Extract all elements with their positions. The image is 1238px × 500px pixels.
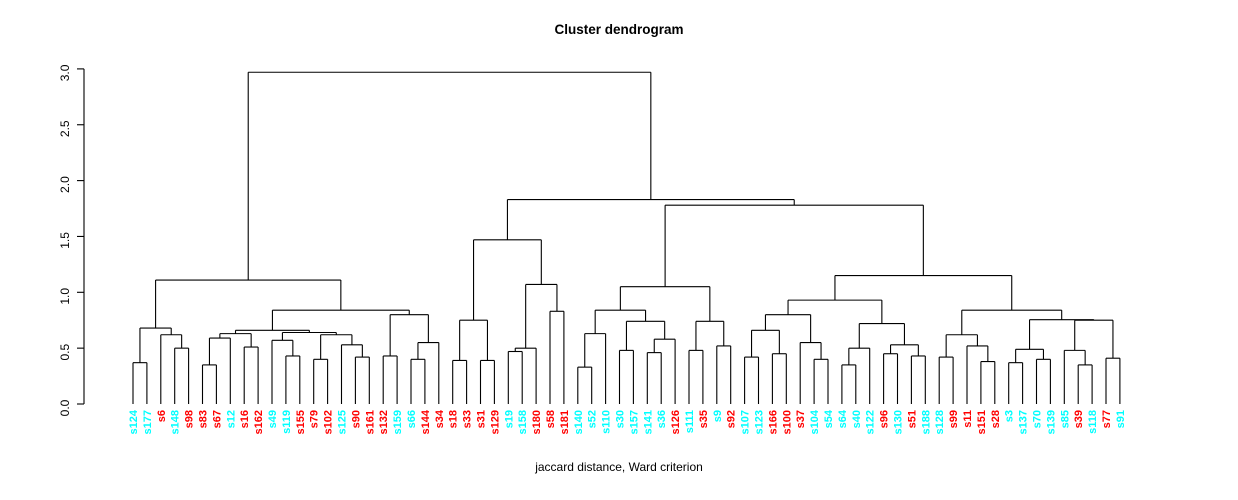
leaf-label-s102: s102 bbox=[323, 410, 335, 434]
y-tick-label: 0.5 bbox=[58, 343, 72, 360]
leaf-label-s79: s79 bbox=[309, 410, 321, 428]
leaf-label-s33: s33 bbox=[462, 410, 474, 428]
leaf-label-s40: s40 bbox=[851, 410, 863, 428]
leaf-label-s181: s181 bbox=[559, 410, 571, 434]
leaf-label-s90: s90 bbox=[350, 410, 362, 428]
leaf-label-s130: s130 bbox=[893, 410, 905, 434]
leaf-label-s39: s39 bbox=[1073, 410, 1085, 428]
x-axis-caption: jaccard distance, Ward criterion bbox=[535, 460, 703, 474]
leaf-label-s122: s122 bbox=[865, 410, 877, 434]
leaf-label-s30: s30 bbox=[615, 410, 627, 428]
leaf-label-s35: s35 bbox=[698, 410, 710, 428]
leaf-label-s159: s159 bbox=[392, 410, 404, 434]
leaf-label-s118: s118 bbox=[1087, 410, 1099, 434]
leaf-label-s141: s141 bbox=[642, 410, 654, 434]
leaf-label-s140: s140 bbox=[573, 410, 585, 434]
leaf-label-s98: s98 bbox=[184, 410, 196, 428]
leaf-label-s66: s66 bbox=[406, 410, 418, 428]
leaf-label-s49: s49 bbox=[267, 410, 279, 428]
leaf-label-s132: s132 bbox=[378, 410, 390, 434]
leaf-label-s64: s64 bbox=[837, 409, 849, 428]
leaf-label-s177: s177 bbox=[142, 410, 154, 434]
chart-title: Cluster dendrogram bbox=[554, 22, 684, 37]
leaf-label-s85: s85 bbox=[1059, 410, 1071, 428]
leaf-label-s18: s18 bbox=[448, 410, 460, 428]
leaf-label-s28: s28 bbox=[990, 410, 1002, 428]
y-tick-label: 1.5 bbox=[58, 232, 72, 249]
leaf-label-s54: s54 bbox=[823, 409, 835, 428]
y-tick-label: 3.0 bbox=[58, 64, 72, 81]
y-tick-label: 0.0 bbox=[58, 399, 72, 416]
leaf-label-s6: s6 bbox=[156, 410, 168, 422]
leaf-label-s37: s37 bbox=[795, 410, 807, 428]
leaf-label-s162: s162 bbox=[253, 410, 265, 434]
leaf-label-s91: s91 bbox=[1115, 410, 1127, 428]
leaf-label-s107: s107 bbox=[740, 410, 752, 434]
leaf-label-s123: s123 bbox=[754, 410, 766, 434]
leaf-label-s92: s92 bbox=[726, 410, 738, 428]
leaf-label-s83: s83 bbox=[198, 410, 210, 428]
leaf-label-s111: s111 bbox=[684, 410, 696, 433]
leaf-label-s126: s126 bbox=[670, 410, 682, 434]
leaf-label-s144: s144 bbox=[420, 409, 432, 434]
leaf-label-s148: s148 bbox=[170, 410, 182, 434]
leaf-label-s124: s124 bbox=[128, 409, 140, 434]
leaf-label-s125: s125 bbox=[337, 410, 349, 434]
leaf-label-s157: s157 bbox=[628, 410, 640, 434]
y-tick-label: 2.5 bbox=[58, 120, 72, 137]
leaf-label-s36: s36 bbox=[656, 410, 668, 428]
leaf-label-s166: s166 bbox=[767, 410, 779, 434]
leaf-label-s3: s3 bbox=[1004, 410, 1016, 422]
y-tick-label: 2.0 bbox=[58, 176, 72, 193]
leaf-label-s129: s129 bbox=[489, 410, 501, 434]
leaf-label-s99: s99 bbox=[948, 410, 960, 428]
y-tick-label: 1.0 bbox=[58, 288, 72, 305]
leaf-label-s188: s188 bbox=[920, 410, 932, 434]
leaf-label-s70: s70 bbox=[1032, 410, 1044, 428]
leaf-label-s9: s9 bbox=[712, 410, 724, 422]
leaf-label-s16: s16 bbox=[239, 410, 251, 428]
leaf-label-s100: s100 bbox=[781, 410, 793, 434]
leaf-label-s12: s12 bbox=[225, 410, 237, 428]
leaf-label-s31: s31 bbox=[476, 410, 488, 428]
leaf-label-s52: s52 bbox=[587, 410, 599, 428]
leaf-label-s155: s155 bbox=[295, 410, 307, 434]
leaf-label-s34: s34 bbox=[434, 409, 446, 428]
leaf-label-s67: s67 bbox=[211, 410, 223, 428]
leaf-label-s161: s161 bbox=[364, 410, 376, 434]
leaf-label-s110: s110 bbox=[601, 410, 613, 434]
leaf-label-s151: s151 bbox=[976, 410, 988, 434]
leaf-label-s128: s128 bbox=[934, 410, 946, 434]
leaf-label-s96: s96 bbox=[879, 410, 891, 428]
leaf-label-s137: s137 bbox=[1018, 410, 1030, 434]
leaf-label-s158: s158 bbox=[517, 410, 529, 434]
leaf-label-s11: s11 bbox=[962, 410, 974, 428]
leaf-label-s119: s119 bbox=[281, 410, 293, 434]
leaf-label-s77: s77 bbox=[1101, 410, 1113, 428]
leaf-label-s104: s104 bbox=[809, 409, 821, 434]
leaf-label-s58: s58 bbox=[545, 410, 557, 428]
leaf-label-s139: s139 bbox=[1045, 410, 1057, 434]
leaf-label-s19: s19 bbox=[503, 410, 515, 428]
leaf-label-s51: s51 bbox=[906, 410, 918, 428]
leaf-label-s180: s180 bbox=[531, 410, 543, 434]
